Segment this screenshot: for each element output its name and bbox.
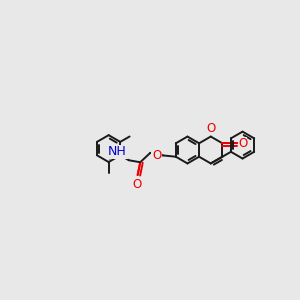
Text: O: O bbox=[132, 178, 142, 190]
Text: NH: NH bbox=[108, 146, 127, 158]
Text: O: O bbox=[152, 149, 161, 162]
Text: O: O bbox=[238, 137, 248, 150]
Text: O: O bbox=[206, 122, 215, 135]
